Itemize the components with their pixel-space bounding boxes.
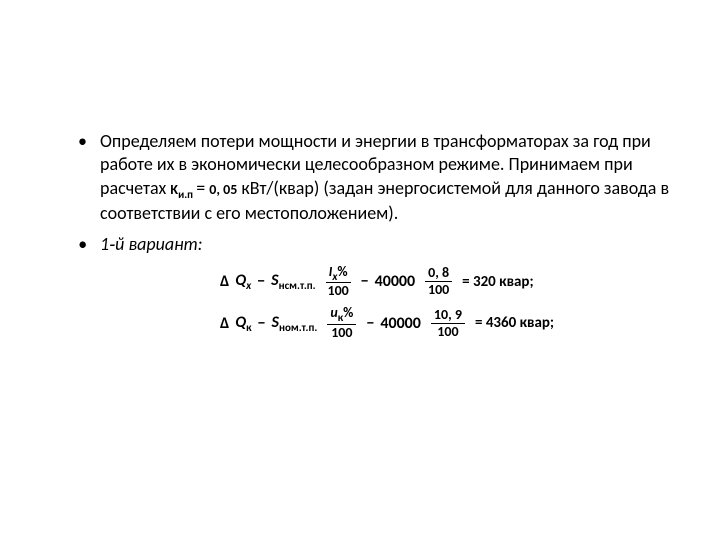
bullet-list: Определяем потери мощности и энергии в т… bbox=[70, 130, 670, 257]
delta: Δ bbox=[220, 272, 229, 291]
frac-0-8: 0, 8 100 bbox=[425, 266, 452, 297]
delta: Δ bbox=[220, 314, 229, 333]
const-40000: 40000 bbox=[375, 272, 416, 291]
equation-Qx: Δ Qx − Sнсм.т.п. Ix% 100 − 40000 0, 8 100… bbox=[220, 265, 670, 299]
var-S: Sнсм.т.п. bbox=[271, 271, 315, 292]
result-320: = 320 квар; bbox=[462, 273, 534, 291]
bullet-item-losses: Определяем потери мощности и энергии в т… bbox=[70, 130, 670, 225]
bullet-item-variant: 1‑й вариант: bbox=[70, 233, 670, 256]
slide-content: Определяем потери мощности и энергии в т… bbox=[70, 130, 670, 348]
frac-Ix: Ix% 100 bbox=[326, 265, 351, 299]
symbol-K: Kи.п bbox=[170, 181, 196, 198]
minus: − bbox=[366, 314, 374, 333]
var-Q: Qк bbox=[235, 313, 251, 334]
inline-value: 0, 05 bbox=[209, 181, 237, 198]
minus: − bbox=[361, 272, 369, 291]
const-40000: 40000 bbox=[380, 314, 421, 333]
equations-block: Δ Qx − Sнсм.т.п. Ix% 100 − 40000 0, 8 100… bbox=[220, 265, 670, 341]
frac-uk: uк% 100 bbox=[327, 306, 356, 340]
var-Q: Qx bbox=[235, 271, 251, 292]
frac-10-9: 10, 9 100 bbox=[431, 308, 465, 339]
equals: = bbox=[196, 177, 209, 199]
minus: − bbox=[257, 272, 265, 291]
equation-Qk: Δ Qк − Sном.т.п. uк% 100 − 40000 10, 9 10… bbox=[220, 306, 670, 340]
var-S: Sном.т.п. bbox=[272, 313, 318, 334]
minus: − bbox=[258, 314, 266, 333]
result-4360: = 4360 квар; bbox=[475, 314, 554, 332]
